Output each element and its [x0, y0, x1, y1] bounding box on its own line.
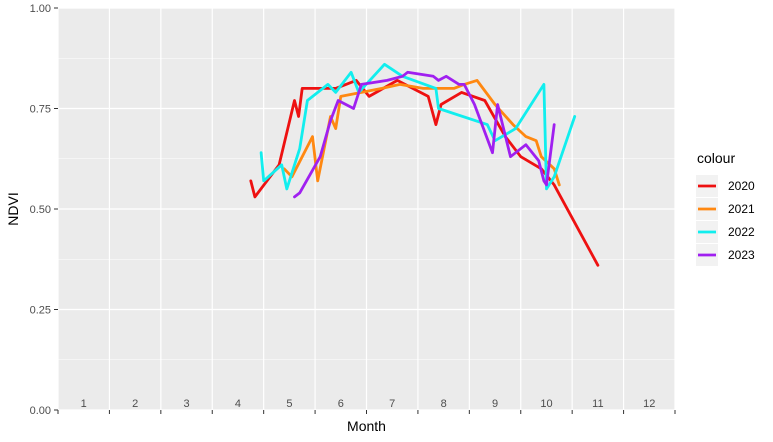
- legend-label-2020: 2020: [728, 179, 755, 193]
- x-tick-label: 6: [338, 398, 344, 410]
- axes: 0.000.250.500.751.001 2 3 4 5 6 7 8 9 10 11 12: [30, 3, 676, 417]
- series-line-2022: [259, 62, 577, 191]
- x-tick-label: 5: [286, 398, 292, 410]
- y-axis-title: NDVI: [5, 192, 21, 225]
- x-tick-label: 9: [492, 398, 498, 410]
- x-tick-label: 10: [540, 398, 552, 410]
- series-line-2021: [282, 79, 561, 187]
- x-tick-label: 12: [643, 398, 655, 410]
- x-tick-label: 1: [81, 398, 87, 410]
- legend-label-2021: 2021: [728, 202, 755, 216]
- series-layer: [249, 62, 600, 267]
- y-tick-label: 0.75: [30, 104, 51, 116]
- x-tick-label: 11: [592, 398, 603, 410]
- y-tick-label: 0.50: [30, 204, 51, 216]
- x-tick-label: 3: [183, 398, 189, 410]
- y-tick-label: 0.00: [30, 405, 51, 417]
- x-tick-label: 7: [389, 398, 395, 410]
- legend-title: colour: [697, 150, 735, 166]
- legend-label-2023: 2023: [728, 248, 755, 262]
- x-axis-title: Month: [347, 418, 386, 434]
- x-tick-label: 2: [132, 398, 138, 410]
- x-tick-label: 8: [441, 398, 447, 410]
- legend-label-2022: 2022: [728, 225, 755, 239]
- y-tick-label: 1.00: [30, 3, 51, 15]
- x-tick-label: 4: [235, 398, 241, 410]
- series-line-2020: [249, 79, 600, 267]
- series-line-2023: [293, 70, 556, 199]
- legend: colour 2020 2021 2022 2023: [696, 150, 755, 266]
- y-tick-label: 0.25: [30, 305, 51, 317]
